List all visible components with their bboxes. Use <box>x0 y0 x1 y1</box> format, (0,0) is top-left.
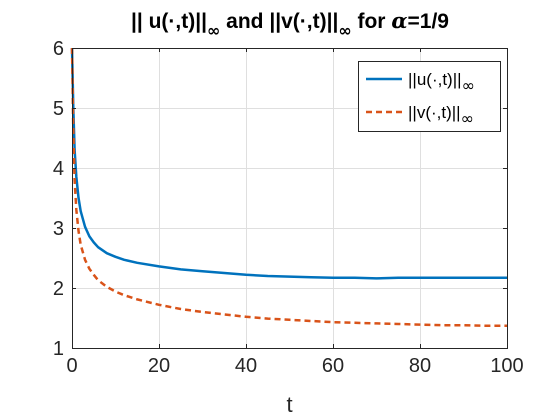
x-tick-label: 60 <box>322 355 344 377</box>
title-subscript-2: ∞ <box>338 21 351 40</box>
x-tick-label: 40 <box>235 355 257 377</box>
legend-box <box>358 61 501 132</box>
title-alpha: α <box>391 8 407 33</box>
series-line-v <box>70 47 507 328</box>
x-axis-label: t <box>286 392 292 417</box>
title-part-2: and ||v(·,t)|| <box>220 10 338 33</box>
y-tick-label: 5 <box>53 98 64 120</box>
x-tick-label: 100 <box>490 355 523 377</box>
legend-entry-u-subscript: ∞ <box>462 76 475 95</box>
y-tick-label: 2 <box>53 278 64 300</box>
legend-entry-v: ||v(·,t)||∞ <box>408 103 474 128</box>
legend-entry-v-label: ||v(·,t)|| <box>408 103 461 122</box>
ticks-layer: 0 20 40 60 80 100 1 2 3 4 5 6 <box>53 38 524 377</box>
x-tick-label: 0 <box>66 355 77 377</box>
title-part-3: for <box>352 10 392 33</box>
title-part-4: =1/9 <box>408 10 449 33</box>
title-subscript-1: ∞ <box>207 21 220 40</box>
axes-box <box>72 48 508 349</box>
legend-entry-v-subscript: ∞ <box>461 109 474 128</box>
legend-entry-u: ||u(·,t)||∞ <box>408 70 475 95</box>
series-line-u <box>70 47 507 280</box>
legend-entry-u-label: ||u(·,t)|| <box>408 70 462 89</box>
y-tick-label: 3 <box>53 218 64 240</box>
x-tick-label: 20 <box>148 355 170 377</box>
chart-title: || u(·,t)||∞ and ||v(·,t)||∞ for α=1/9 <box>131 8 449 40</box>
y-tick-label: 6 <box>53 38 64 60</box>
x-tick-label: 80 <box>409 355 431 377</box>
legend: ||u(·,t)||∞ ||v(·,t)||∞ <box>358 61 501 132</box>
series-layer <box>70 47 507 328</box>
y-tick-label: 4 <box>53 158 64 180</box>
title-part-1: || u(·,t)|| <box>131 10 207 33</box>
y-tick-label: 1 <box>53 338 64 360</box>
